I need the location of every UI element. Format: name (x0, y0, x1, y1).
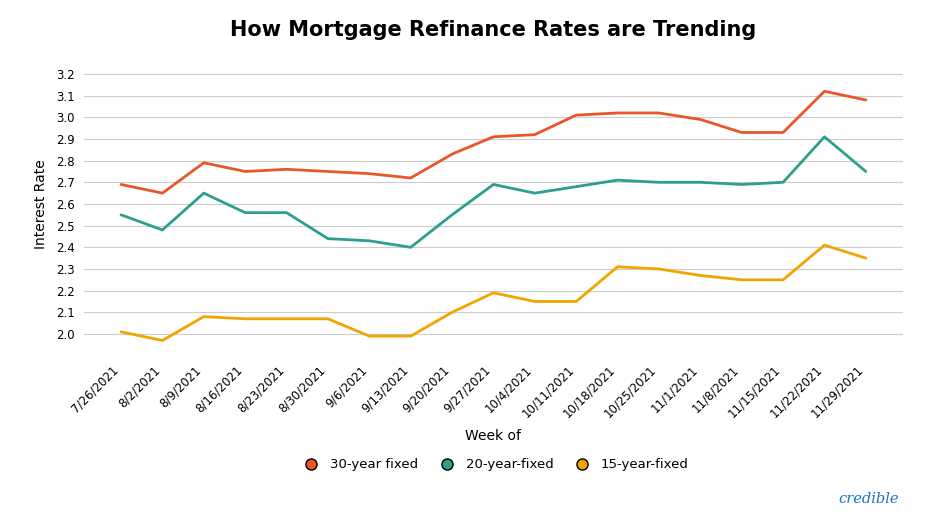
30-year fixed (239, 168, 250, 175)
30-year fixed (322, 168, 333, 175)
20-year-fixed (198, 190, 209, 196)
15-year-fixed (239, 316, 250, 322)
30-year fixed (405, 175, 416, 181)
Text: credible: credible (838, 492, 898, 506)
15-year-fixed (654, 266, 665, 272)
20-year-fixed (156, 227, 168, 233)
30-year fixed (819, 88, 830, 95)
15-year-fixed (198, 313, 209, 320)
Line: 30-year fixed: 30-year fixed (121, 92, 866, 193)
30-year fixed (777, 129, 789, 135)
20-year-fixed (239, 210, 250, 216)
30-year fixed (281, 166, 292, 173)
20-year-fixed (571, 184, 582, 190)
20-year-fixed (612, 177, 623, 183)
30-year fixed (115, 181, 127, 188)
15-year-fixed (736, 277, 748, 283)
15-year-fixed (364, 333, 375, 339)
Line: 15-year-fixed: 15-year-fixed (121, 245, 866, 340)
30-year fixed (447, 151, 458, 157)
20-year-fixed (860, 168, 871, 175)
15-year-fixed (405, 333, 416, 339)
30-year fixed (571, 112, 582, 118)
20-year-fixed (405, 244, 416, 251)
20-year-fixed (115, 212, 127, 218)
20-year-fixed (281, 210, 292, 216)
30-year fixed (364, 170, 375, 177)
15-year-fixed (281, 316, 292, 322)
30-year fixed (736, 129, 748, 135)
15-year-fixed (695, 272, 706, 279)
30-year fixed (488, 134, 499, 140)
15-year-fixed (860, 255, 871, 262)
20-year-fixed (488, 181, 499, 188)
15-year-fixed (612, 264, 623, 270)
15-year-fixed (488, 290, 499, 296)
20-year-fixed (736, 181, 748, 188)
Title: How Mortgage Refinance Rates are Trending: How Mortgage Refinance Rates are Trendin… (230, 20, 757, 40)
15-year-fixed (115, 328, 127, 335)
15-year-fixed (819, 242, 830, 248)
20-year-fixed (529, 190, 540, 196)
Line: 20-year-fixed: 20-year-fixed (121, 137, 866, 247)
30-year fixed (198, 160, 209, 166)
15-year-fixed (447, 309, 458, 315)
30-year fixed (654, 110, 665, 116)
X-axis label: Week of: Week of (466, 429, 521, 443)
20-year-fixed (322, 235, 333, 242)
20-year-fixed (819, 134, 830, 140)
Y-axis label: Interest Rate: Interest Rate (34, 159, 47, 249)
20-year-fixed (695, 179, 706, 186)
30-year fixed (529, 131, 540, 138)
20-year-fixed (654, 179, 665, 186)
30-year fixed (860, 97, 871, 103)
15-year-fixed (529, 298, 540, 304)
30-year fixed (695, 116, 706, 122)
15-year-fixed (322, 316, 333, 322)
15-year-fixed (777, 277, 789, 283)
20-year-fixed (777, 179, 789, 186)
30-year fixed (612, 110, 623, 116)
15-year-fixed (571, 298, 582, 304)
20-year-fixed (447, 212, 458, 218)
20-year-fixed (364, 237, 375, 244)
Legend: 30-year fixed, 20-year-fixed, 15-year-fixed: 30-year fixed, 20-year-fixed, 15-year-fi… (293, 453, 694, 476)
15-year-fixed (156, 337, 168, 344)
30-year fixed (156, 190, 168, 196)
